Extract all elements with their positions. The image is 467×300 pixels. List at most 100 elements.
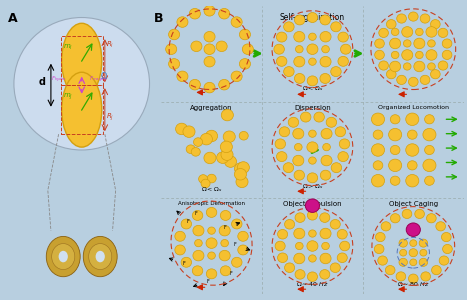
Circle shape <box>381 222 391 231</box>
Circle shape <box>331 22 341 32</box>
Circle shape <box>294 170 304 180</box>
Circle shape <box>428 63 435 70</box>
Text: $\Omega$: $\Omega$ <box>100 70 108 81</box>
Circle shape <box>441 232 451 242</box>
Text: F: F <box>183 261 185 266</box>
Circle shape <box>431 20 440 29</box>
Text: $F_{hydro}$: $F_{hydro}$ <box>51 75 67 85</box>
Circle shape <box>242 44 254 55</box>
Circle shape <box>442 50 452 59</box>
Ellipse shape <box>46 236 80 277</box>
Circle shape <box>189 80 200 90</box>
Circle shape <box>321 128 332 139</box>
Circle shape <box>426 214 436 223</box>
Text: F: F <box>234 242 237 247</box>
Circle shape <box>338 152 348 162</box>
Circle shape <box>177 71 188 82</box>
Circle shape <box>276 56 287 66</box>
Text: Organized Locomotion: Organized Locomotion <box>378 105 449 110</box>
Circle shape <box>375 244 384 253</box>
Circle shape <box>396 272 406 281</box>
Circle shape <box>320 170 331 180</box>
Circle shape <box>309 230 316 237</box>
Circle shape <box>204 44 215 55</box>
Circle shape <box>240 58 250 69</box>
Circle shape <box>340 139 350 149</box>
Circle shape <box>293 128 304 139</box>
Circle shape <box>192 211 203 220</box>
Text: F: F <box>206 279 209 284</box>
Circle shape <box>432 266 441 275</box>
Text: $R_i$: $R_i$ <box>106 39 114 50</box>
Circle shape <box>390 176 400 185</box>
Circle shape <box>206 207 217 218</box>
Circle shape <box>307 241 318 251</box>
Circle shape <box>331 67 341 76</box>
Circle shape <box>294 74 305 83</box>
Ellipse shape <box>89 244 112 269</box>
Ellipse shape <box>14 17 149 150</box>
Text: F: F <box>224 225 226 230</box>
Circle shape <box>406 113 419 125</box>
Circle shape <box>277 230 288 239</box>
Circle shape <box>204 5 215 16</box>
Circle shape <box>402 209 412 218</box>
Circle shape <box>326 117 337 127</box>
Circle shape <box>239 131 248 140</box>
Circle shape <box>410 259 417 266</box>
Circle shape <box>409 274 418 283</box>
Circle shape <box>296 242 303 250</box>
Circle shape <box>234 163 247 174</box>
Circle shape <box>400 249 407 256</box>
Circle shape <box>186 145 195 154</box>
Circle shape <box>216 41 227 52</box>
Circle shape <box>208 252 215 259</box>
Circle shape <box>307 272 318 281</box>
Text: Object Caging: Object Caging <box>389 201 438 207</box>
Circle shape <box>426 27 437 37</box>
Circle shape <box>275 241 285 251</box>
Circle shape <box>436 222 446 231</box>
Circle shape <box>276 152 287 162</box>
Circle shape <box>375 232 385 242</box>
Circle shape <box>294 32 305 42</box>
Circle shape <box>293 155 304 166</box>
Circle shape <box>338 56 348 66</box>
Circle shape <box>234 169 247 180</box>
Circle shape <box>397 75 406 85</box>
Circle shape <box>442 39 452 48</box>
Text: $m_i$: $m_i$ <box>63 43 73 52</box>
Circle shape <box>221 149 233 161</box>
Circle shape <box>322 242 329 250</box>
Circle shape <box>419 258 428 266</box>
Circle shape <box>391 28 399 36</box>
Ellipse shape <box>83 236 117 277</box>
Circle shape <box>288 117 299 127</box>
Circle shape <box>198 175 208 183</box>
Circle shape <box>295 213 305 222</box>
Circle shape <box>390 115 400 124</box>
Circle shape <box>320 253 331 264</box>
Circle shape <box>330 263 340 272</box>
Circle shape <box>371 175 384 187</box>
Circle shape <box>183 126 195 137</box>
Circle shape <box>391 51 399 58</box>
Text: Dispersion: Dispersion <box>294 105 331 111</box>
Circle shape <box>220 211 231 220</box>
Circle shape <box>231 71 242 82</box>
Ellipse shape <box>96 251 105 262</box>
Circle shape <box>409 249 417 257</box>
Circle shape <box>389 159 402 172</box>
Circle shape <box>204 152 216 164</box>
Circle shape <box>221 109 234 121</box>
Circle shape <box>169 58 180 69</box>
Circle shape <box>223 131 235 142</box>
Text: $R_j$: $R_j$ <box>106 111 114 122</box>
Circle shape <box>205 130 218 142</box>
Circle shape <box>423 128 436 141</box>
Circle shape <box>371 113 384 125</box>
Circle shape <box>423 159 436 172</box>
Circle shape <box>419 239 428 247</box>
Circle shape <box>193 250 204 261</box>
Circle shape <box>294 56 305 67</box>
